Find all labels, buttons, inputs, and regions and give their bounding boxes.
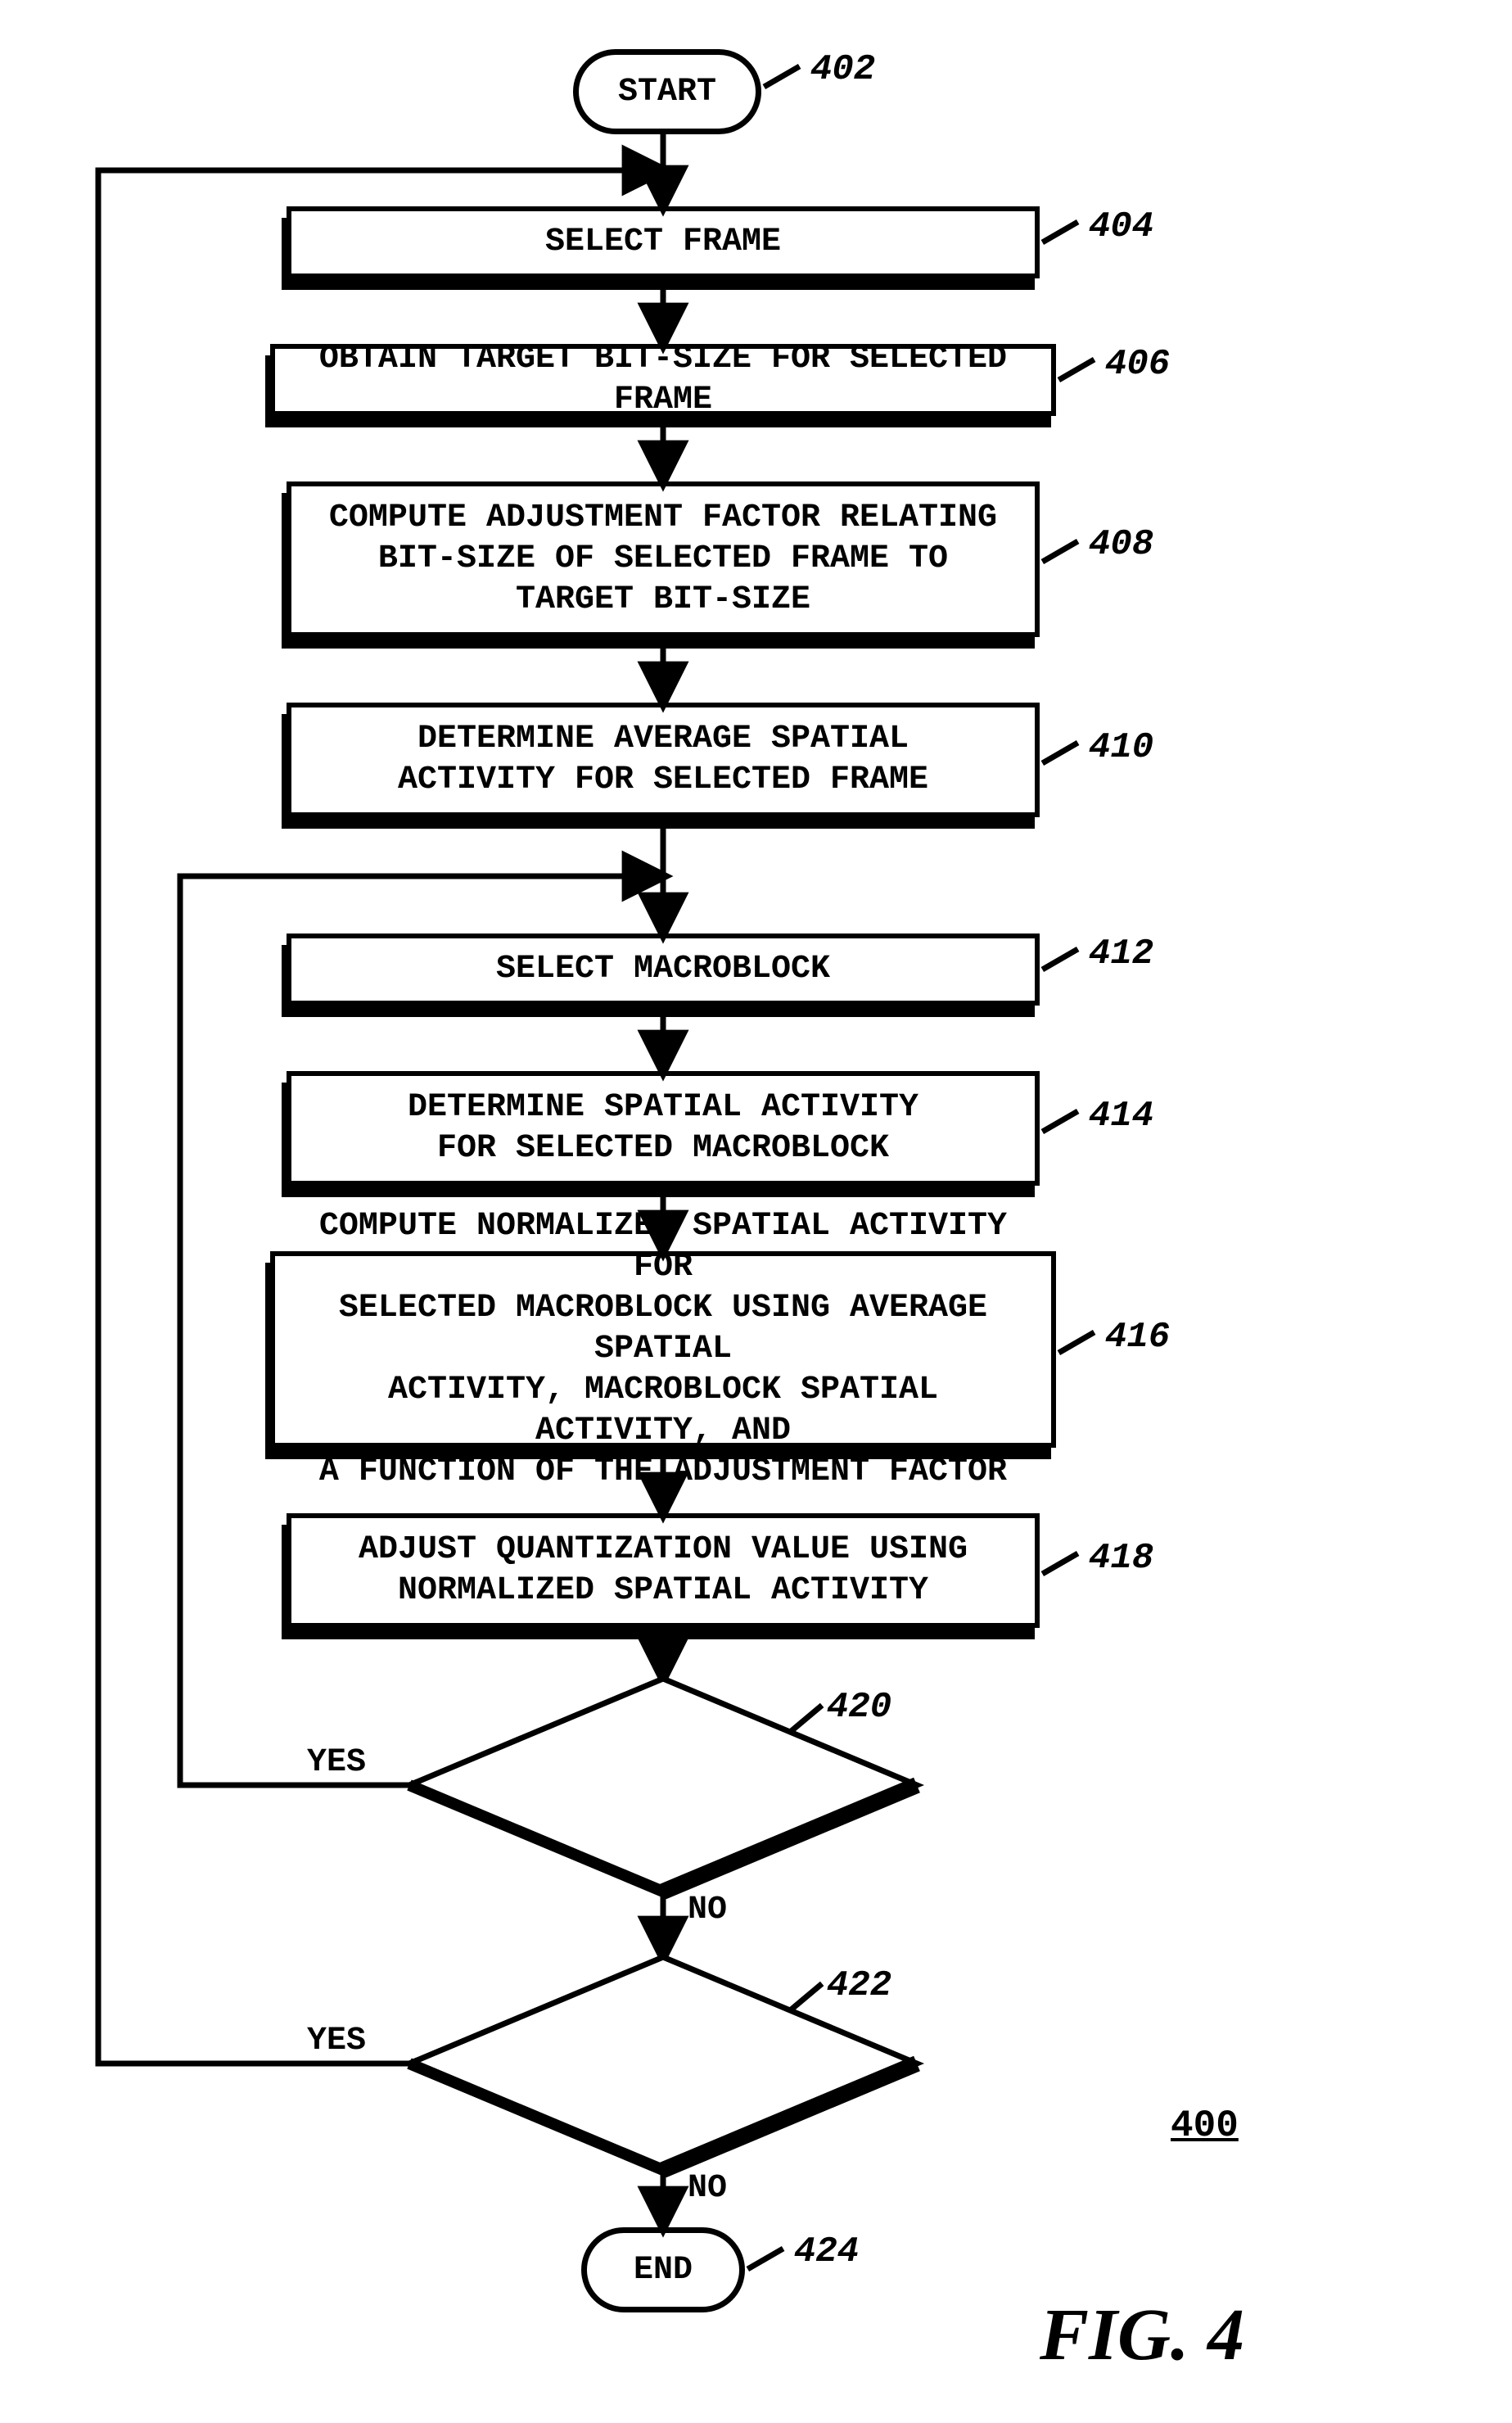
ref-tick	[747, 2246, 785, 2272]
terminator-start: START	[573, 49, 761, 134]
ref-tick	[1041, 219, 1080, 245]
ref-408: 408	[1089, 524, 1153, 565]
process-compute-adjustment-factor: COMPUTE ADJUSTMENT FACTOR RELATING BIT-S…	[287, 481, 1040, 637]
ref-tick	[1041, 1109, 1080, 1134]
decision-422-line2: FRAMES?	[589, 2064, 727, 2100]
figure-number: 400	[1171, 2104, 1239, 2147]
process-select-frame: SELECT FRAME	[287, 206, 1040, 278]
process-label: ADJUST QUANTIZATION VALUE USING NORMALIZ…	[359, 1530, 968, 1612]
ref-tick	[763, 64, 801, 89]
ref-412: 412	[1089, 933, 1153, 974]
ref-416: 416	[1105, 1317, 1170, 1358]
flowchart-canvas: START 402 SELECT FRAME 404 OBTAIN TARGET…	[0, 0, 1512, 2423]
process-label: SELECT FRAME	[545, 222, 781, 263]
ref-418: 418	[1089, 1538, 1153, 1579]
process-label: OBTAIN TARGET BIT-SIZE FOR SELECTED FRAM…	[291, 339, 1035, 421]
process-obtain-target-bitsize: OBTAIN TARGET BIT-SIZE FOR SELECTED FRAM…	[270, 344, 1056, 416]
edge-yes-420: YES	[307, 1744, 366, 1781]
ref-406: 406	[1105, 344, 1170, 385]
ref-424: 424	[794, 2231, 859, 2272]
process-determine-avg-spatial-activity: DETERMINE AVERAGE SPATIAL ACTIVITY FOR S…	[287, 703, 1040, 817]
ref-tick	[789, 1703, 824, 1734]
process-label: COMPUTE NORMALIZED SPATIAL ACTIVITY FOR …	[291, 1206, 1035, 1493]
process-label: DETERMINE AVERAGE SPATIAL ACTIVITY FOR S…	[398, 719, 928, 801]
process-compute-normalized-spatial-activity: COMPUTE NORMALIZED SPATIAL ACTIVITY FOR …	[270, 1251, 1056, 1448]
decision-420-line2: MACROBLOCKS?	[544, 1785, 780, 1822]
process-determine-macroblock-spatial-activity: DETERMINE SPATIAL ACTIVITY FOR SELECTED …	[287, 1071, 1040, 1186]
ref-tick	[789, 1982, 824, 2013]
ref-414: 414	[1089, 1096, 1153, 1137]
ref-402: 402	[810, 49, 875, 90]
ref-tick	[1041, 947, 1080, 972]
ref-422: 422	[827, 1965, 891, 2006]
terminator-end-label: END	[634, 2252, 693, 2289]
ref-420: 420	[827, 1687, 891, 1728]
edge-no-422: NO	[688, 2170, 727, 2207]
decision-422-line1: MORE	[622, 2023, 701, 2059]
process-label: SELECT MACROBLOCK	[496, 949, 830, 990]
ref-404: 404	[1089, 206, 1153, 247]
process-adjust-quantization: ADJUST QUANTIZATION VALUE USING NORMALIZ…	[287, 1513, 1040, 1628]
ref-tick	[1058, 1330, 1096, 1355]
terminator-end: END	[581, 2227, 745, 2312]
ref-tick	[1041, 1551, 1080, 1576]
process-label: DETERMINE SPATIAL ACTIVITY FOR SELECTED …	[408, 1087, 918, 1169]
terminator-start-label: START	[618, 74, 716, 111]
edge-yes-422: YES	[307, 2023, 366, 2059]
process-select-macroblock: SELECT MACROBLOCK	[287, 933, 1040, 1006]
figure-caption: FIG. 4	[1040, 2293, 1244, 2377]
edge-no-420: NO	[688, 1892, 727, 1928]
ref-tick	[1041, 740, 1080, 766]
decision-420-line1: MORE	[622, 1744, 701, 1781]
ref-tick	[1058, 357, 1096, 382]
ref-410: 410	[1089, 727, 1153, 768]
process-label: COMPUTE ADJUSTMENT FACTOR RELATING BIT-S…	[329, 498, 997, 621]
ref-tick	[1041, 539, 1080, 564]
